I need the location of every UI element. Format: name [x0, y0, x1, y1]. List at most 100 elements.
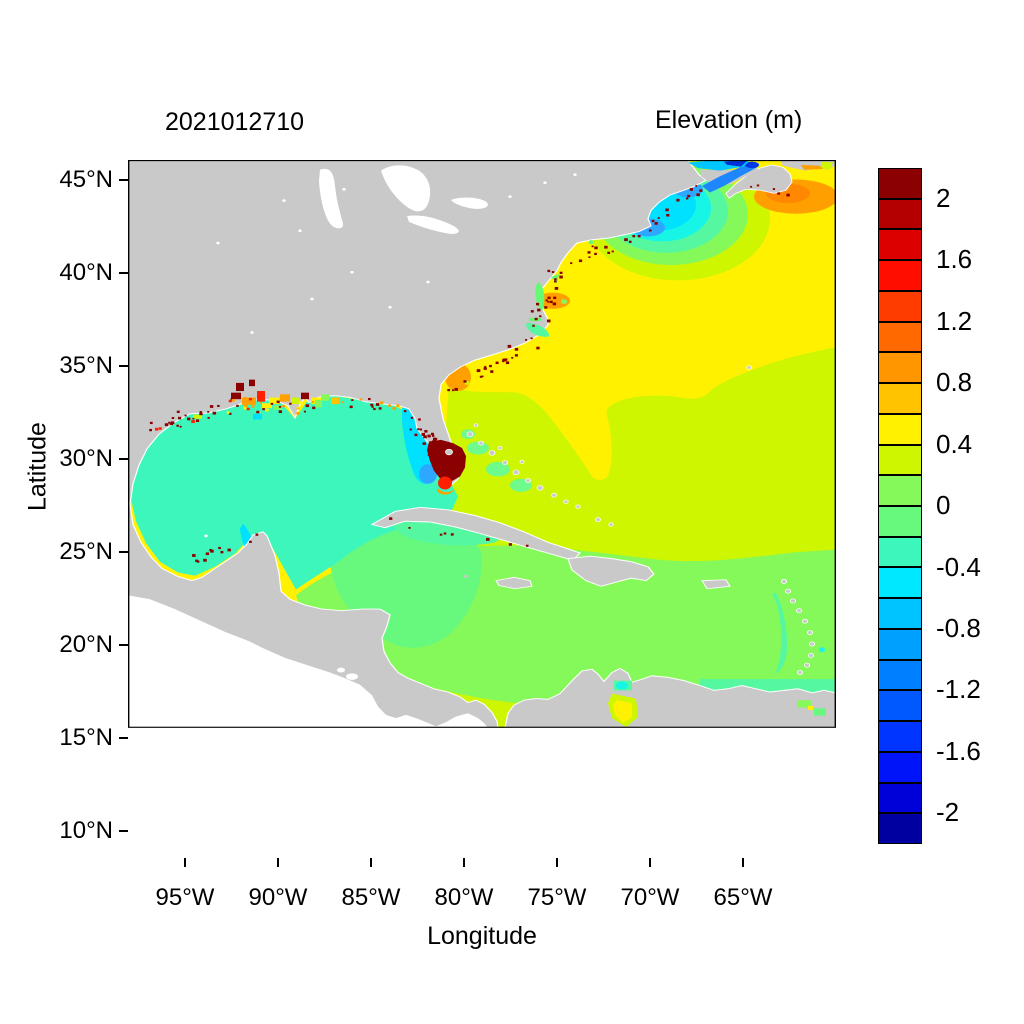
speckle-cell	[594, 246, 598, 250]
speckle-cell	[203, 558, 207, 562]
speckle-cell	[502, 358, 506, 362]
colorbar-tick-label: -2	[936, 797, 960, 828]
speckle-cell	[429, 447, 433, 450]
speckle-cell	[554, 278, 557, 281]
speckle-cell	[424, 430, 428, 433]
bahamas-island-dot	[488, 450, 496, 456]
louisiana-patch	[249, 379, 255, 387]
small-lake-dot	[310, 297, 314, 301]
speckle-cell	[244, 404, 248, 408]
speckle-cell	[244, 396, 247, 400]
speckle-cell	[594, 252, 597, 256]
speckle-cell	[463, 380, 467, 383]
small-lake-dot	[342, 187, 346, 191]
colorbar-segment	[878, 813, 922, 844]
speckle-cell	[209, 405, 214, 408]
speckle-cell	[447, 388, 451, 392]
y-tick-mark	[119, 551, 128, 553]
speckle-cell	[676, 198, 680, 202]
bahamas-islands	[466, 423, 614, 527]
bahamas-island-dot	[563, 499, 569, 504]
pamlico-sound-green	[526, 322, 550, 337]
bahamas-island-dot	[478, 440, 484, 446]
speckle-cell	[251, 405, 255, 408]
speckle-cell	[199, 412, 203, 416]
speckle-cell	[418, 418, 421, 421]
speckle-cell	[772, 188, 776, 191]
colorbar-tick-label: 0.8	[936, 367, 973, 398]
speckle-cell	[396, 404, 400, 407]
speckle-cell	[685, 197, 689, 200]
colorbar-segment	[878, 229, 922, 261]
bahamas-island-dot	[473, 423, 479, 428]
speckle-cell	[549, 300, 553, 304]
speckle-cell	[256, 410, 260, 414]
speckle-cell	[196, 560, 200, 563]
speckle-cell	[476, 369, 481, 373]
speckle-cell	[604, 245, 608, 249]
small-lake-dot	[282, 199, 286, 203]
antilles-island-dot	[804, 662, 811, 668]
louisiana-patch	[321, 394, 329, 401]
speckle-cell	[587, 251, 590, 254]
speckle-cell	[514, 354, 518, 357]
arc-aqua-dot	[819, 647, 825, 653]
speckle-cell	[539, 315, 542, 318]
speckle-cell	[392, 407, 396, 410]
speckle-cell	[210, 549, 214, 553]
speckle-cell	[547, 296, 551, 300]
bahamas-island-dot	[497, 446, 503, 450]
louisiana-patch	[269, 397, 279, 405]
speckle-cell	[439, 458, 442, 461]
x-tick-mark	[370, 858, 372, 867]
small-lake-dot	[426, 280, 430, 284]
x-tick-label: 95°W	[155, 884, 215, 911]
orinoco-green-bit	[797, 700, 811, 708]
pacific-ocean-mask	[128, 595, 488, 728]
lake-michigan	[319, 168, 344, 229]
speckle-cell	[196, 419, 200, 422]
y-tick-label: 35°N	[59, 352, 113, 379]
colorbar-tick-label: -0.4	[936, 551, 981, 582]
speckle-cell	[452, 389, 455, 392]
speckle-cell	[176, 410, 180, 414]
speckle-cell	[259, 401, 262, 404]
florida-tip-red-spot	[438, 476, 452, 490]
speckle-cell	[505, 361, 510, 365]
speckle-cell	[545, 299, 548, 302]
y-tick-label: 40°N	[59, 259, 113, 286]
top-right-green-sliver	[821, 161, 833, 170]
speckle-cell	[443, 468, 447, 471]
speckle-cell	[373, 408, 376, 411]
speckle-cell	[611, 250, 614, 253]
mid-atlantic-orange-blob	[536, 292, 570, 309]
speckle-cell	[298, 401, 302, 404]
jamaica-island	[495, 576, 533, 590]
speckle-cell	[536, 346, 540, 350]
bahamas-mint-patch	[486, 461, 510, 477]
speckle-cell	[437, 458, 440, 461]
speckle-cell	[534, 317, 538, 321]
louisiana-patch	[253, 413, 262, 420]
fundy-head-deep-blue	[745, 161, 759, 169]
bahamas-island-dot	[536, 485, 544, 491]
speckle-cell	[423, 435, 427, 439]
speckle-cell	[495, 361, 499, 365]
y-tick-label: 20°N	[59, 631, 113, 658]
colorbar-segment	[878, 168, 922, 199]
bahamas-island-dot	[519, 459, 525, 464]
colorbar-segment	[878, 782, 922, 814]
colorbar-tick-label: 1.2	[936, 305, 973, 336]
new-york-harbor-green	[588, 240, 594, 245]
speckle-cell	[442, 470, 445, 473]
y-tick-mark	[119, 272, 128, 274]
speckle-cell	[209, 549, 212, 552]
colorbar-segment	[878, 475, 922, 506]
y-tick-label: 25°N	[59, 538, 113, 565]
speckle-cell	[296, 412, 300, 415]
speckle-cell	[246, 407, 250, 411]
speckle-cell	[507, 344, 512, 348]
speckle-cell	[191, 420, 195, 424]
speckle-cell	[514, 347, 519, 351]
louisiana-patch	[257, 391, 265, 402]
